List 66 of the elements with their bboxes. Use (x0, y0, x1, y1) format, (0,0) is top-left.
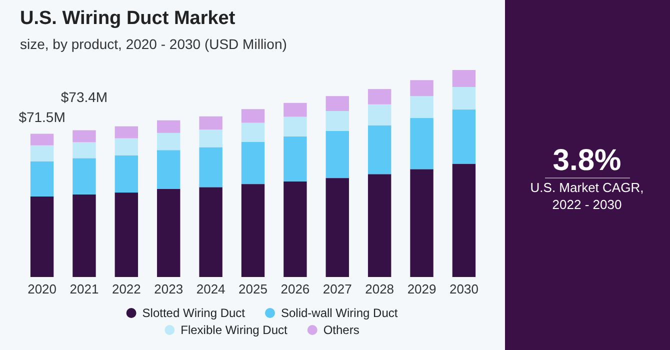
x-tick-label: 2028 (365, 282, 394, 297)
bar (452, 70, 476, 87)
x-tick-label: 2024 (196, 282, 226, 297)
bar (452, 164, 476, 277)
bar (368, 89, 392, 104)
bar (114, 155, 138, 193)
x-tick-label: 2027 (322, 282, 352, 297)
x-tick-label: 2023 (154, 282, 184, 297)
annotation: $73.4M (60, 89, 108, 106)
bar (30, 134, 54, 146)
bar (410, 80, 434, 96)
bar (114, 126, 138, 138)
bar (72, 142, 96, 158)
text: U.S. Market CAGR, (530, 180, 644, 195)
bar (326, 110, 349, 131)
bar (199, 187, 222, 277)
bar (241, 184, 265, 277)
bar (284, 102, 307, 117)
chart-subtitle: size, by product, 2020 - 2030 (USD Million) (20, 36, 287, 52)
bar (157, 150, 180, 189)
bar (72, 158, 96, 194)
bar (199, 116, 222, 130)
bar (114, 138, 138, 156)
bar (284, 136, 307, 182)
bar (157, 132, 180, 150)
x-tick-label: 2021 (70, 282, 99, 297)
x-tick-label: 2022 (112, 282, 141, 297)
bar (284, 116, 307, 136)
bar (284, 181, 307, 277)
bar (199, 130, 222, 148)
bar (241, 122, 265, 142)
bar (72, 130, 96, 142)
bar (452, 110, 476, 164)
bar (30, 161, 54, 196)
legend-label: Flexible Wiring Duct (180, 323, 288, 337)
x-tick-label: 2025 (238, 282, 268, 297)
bar (30, 145, 54, 162)
bar (368, 104, 392, 126)
bar (368, 174, 392, 277)
bar (157, 188, 180, 277)
x-tick-label: 2029 (407, 282, 436, 297)
x-tick-label: 2030 (450, 282, 478, 297)
bar (452, 86, 476, 110)
bar (410, 169, 434, 277)
chart-title: U.S. Wiring Duct Market (20, 8, 236, 29)
bar (157, 120, 180, 133)
bar (368, 125, 392, 174)
text: 2022 - 2030 (552, 197, 622, 212)
bar (114, 192, 138, 277)
bar (241, 142, 265, 184)
bar (326, 130, 349, 178)
bar (30, 196, 54, 277)
annotation: $71.5M (18, 108, 66, 125)
legend-label: Solid-wall Wiring Duct (281, 306, 398, 320)
x-tick-label: 2026 (280, 282, 310, 297)
bar (410, 96, 434, 118)
legend-label: Slotted Wiring Duct (142, 306, 246, 320)
text: 3.8% (552, 144, 622, 177)
bar (326, 96, 349, 111)
bar (199, 147, 222, 188)
bar (72, 194, 96, 277)
x-tick-label: 2020 (28, 282, 56, 297)
bar (241, 109, 265, 123)
bar (326, 178, 349, 277)
legend-label: Others (323, 323, 360, 337)
bar (410, 118, 434, 170)
